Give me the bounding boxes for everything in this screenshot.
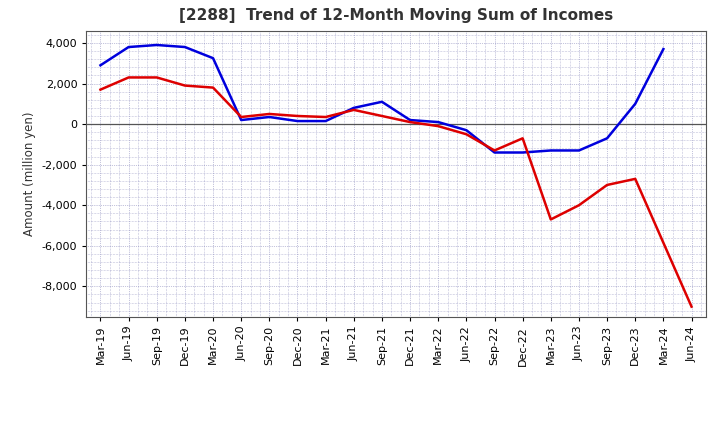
Net Income — [96, 87, 105, 92]
Net Income — [406, 119, 415, 125]
Ordinary Income — [125, 44, 133, 50]
Net Income — [631, 176, 639, 182]
Ordinary Income — [181, 44, 189, 50]
Net Income — [349, 107, 358, 113]
Net Income — [434, 124, 443, 129]
Net Income — [293, 114, 302, 119]
Line: Ordinary Income: Ordinary Income — [101, 45, 663, 153]
Ordinary Income — [462, 128, 471, 133]
Ordinary Income — [321, 118, 330, 124]
Ordinary Income — [631, 101, 639, 106]
Ordinary Income — [659, 46, 667, 51]
Net Income — [209, 85, 217, 90]
Net Income — [490, 148, 499, 153]
Net Income — [125, 75, 133, 80]
Ordinary Income — [377, 99, 386, 104]
Ordinary Income — [434, 119, 443, 125]
Ordinary Income — [406, 117, 415, 123]
Net Income — [181, 83, 189, 88]
Title: [2288]  Trend of 12-Month Moving Sum of Incomes: [2288] Trend of 12-Month Moving Sum of I… — [179, 7, 613, 23]
Net Income — [575, 202, 583, 208]
Ordinary Income — [490, 150, 499, 155]
Ordinary Income — [518, 150, 527, 155]
Net Income — [687, 304, 696, 309]
Y-axis label: Amount (million yen): Amount (million yen) — [23, 112, 36, 236]
Ordinary Income — [237, 117, 246, 123]
Net Income — [462, 132, 471, 137]
Ordinary Income — [603, 136, 611, 141]
Ordinary Income — [575, 148, 583, 153]
Net Income — [265, 111, 274, 117]
Ordinary Income — [153, 42, 161, 48]
Net Income — [237, 114, 246, 120]
Net Income — [546, 217, 555, 222]
Net Income — [321, 114, 330, 120]
Ordinary Income — [209, 55, 217, 61]
Net Income — [603, 182, 611, 187]
Net Income — [518, 136, 527, 141]
Net Income — [377, 114, 386, 119]
Ordinary Income — [349, 105, 358, 110]
Ordinary Income — [546, 148, 555, 153]
Line: Net Income: Net Income — [101, 77, 691, 307]
Ordinary Income — [293, 118, 302, 124]
Ordinary Income — [96, 62, 105, 68]
Ordinary Income — [265, 114, 274, 120]
Net Income — [153, 75, 161, 80]
